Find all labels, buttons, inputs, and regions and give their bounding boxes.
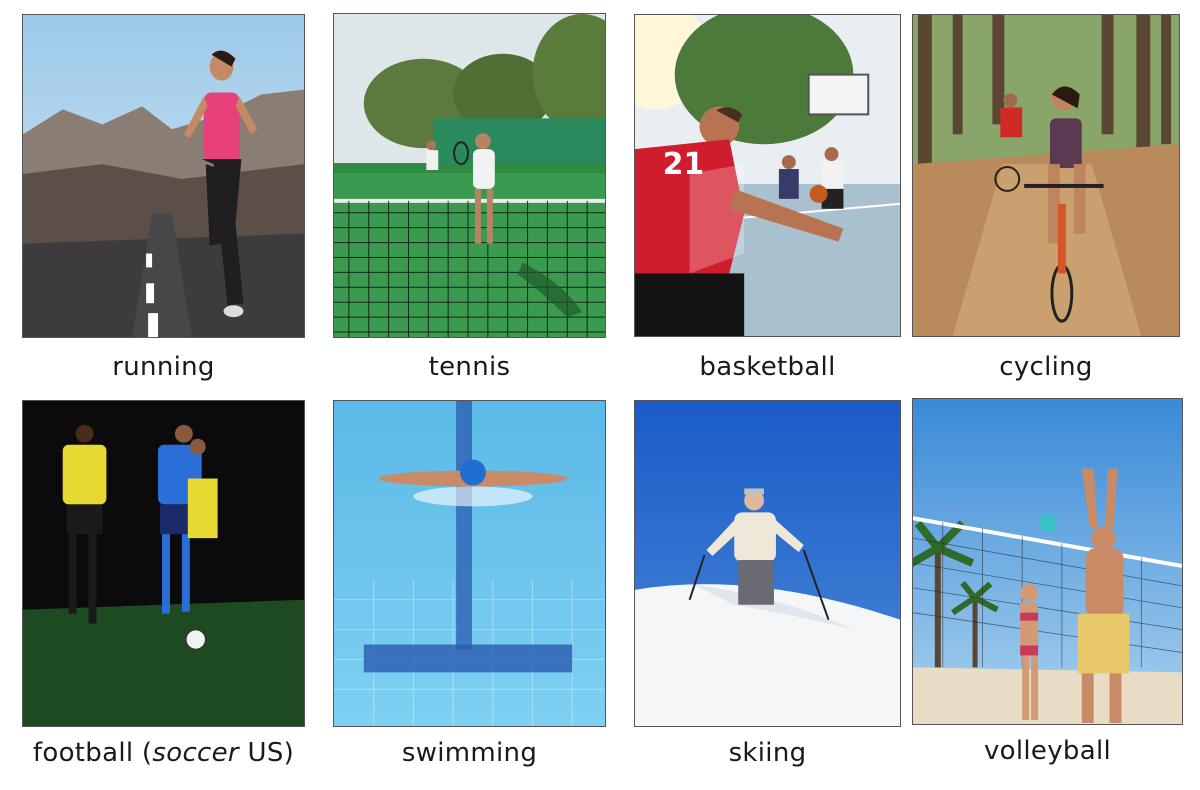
football-photo <box>22 400 305 727</box>
caption-cycling: cycling <box>999 352 1093 382</box>
jersey-number: 21 <box>663 147 704 182</box>
caption-volleyball: volleyball <box>983 736 1111 766</box>
caption-football-text: football ( <box>32 738 153 768</box>
cycling-photo <box>912 14 1180 337</box>
caption-running: running <box>112 352 215 382</box>
swimming-photo <box>333 400 606 727</box>
caption-football: football (soccer US) <box>22 738 305 768</box>
caption-skiing: skiing <box>728 738 807 768</box>
caption-swimming: swimming <box>401 738 538 768</box>
basketball-photo: 21 <box>634 14 901 337</box>
skiing-photo <box>634 400 901 727</box>
tennis-photo <box>333 13 606 338</box>
caption-basketball: basketball <box>699 352 836 382</box>
caption-football-italic: soccer <box>152 738 239 768</box>
caption-tennis: tennis <box>428 352 511 382</box>
running-photo <box>22 14 305 338</box>
volleyball-photo <box>912 398 1183 725</box>
caption-football-suffix: US) <box>238 738 295 768</box>
